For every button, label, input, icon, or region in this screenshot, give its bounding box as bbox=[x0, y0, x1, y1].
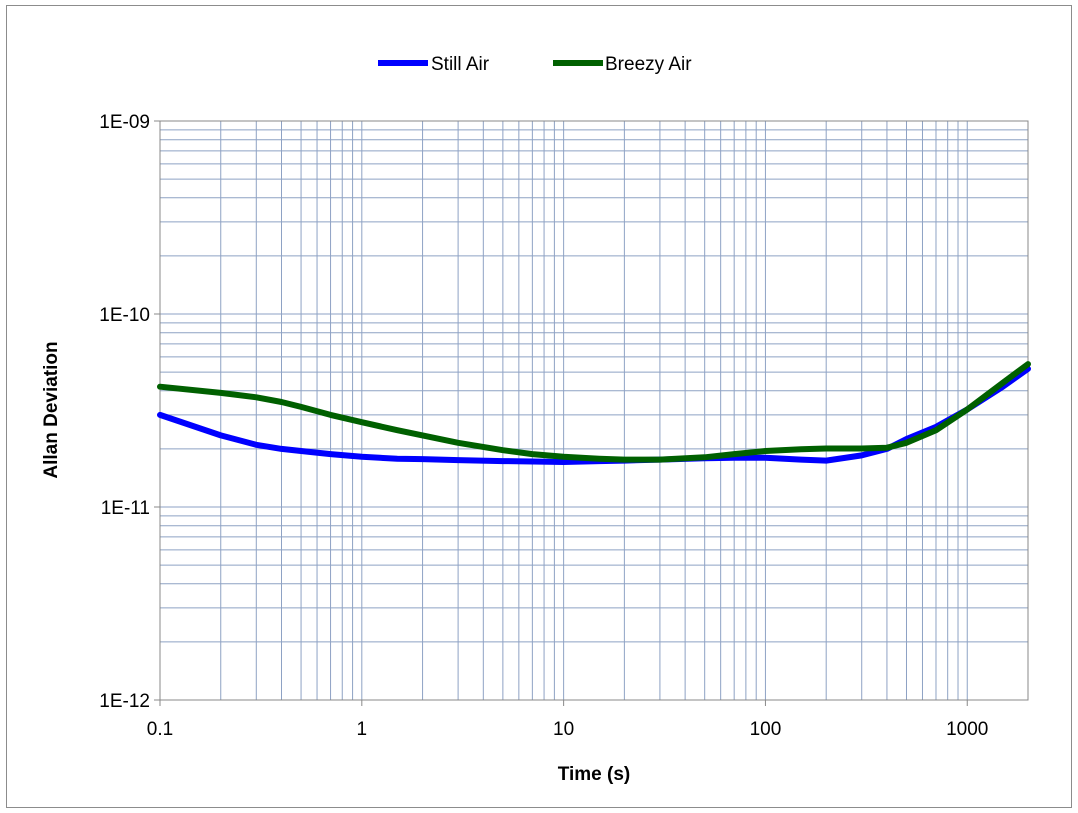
y-tick-label: 1E-10 bbox=[99, 305, 150, 326]
chart-area bbox=[6, 5, 1072, 808]
legend: Still Air Breezy Air bbox=[378, 54, 692, 75]
legend-label-still-air: Still Air bbox=[431, 54, 490, 75]
y-tick-label: 1E-11 bbox=[101, 498, 150, 519]
x-tick-label: 100 bbox=[750, 719, 782, 740]
series-line-breezy-air bbox=[157, 361, 1031, 463]
y-axis-title: Allan Deviation bbox=[41, 341, 62, 478]
tick-labels: 0.1 1 10 100 1000 1E-12 1E-11 1E-10 1E-09 bbox=[99, 112, 988, 740]
y-tick-label: 1E-12 bbox=[99, 691, 150, 712]
x-tick-label: 0.1 bbox=[147, 719, 173, 740]
plot-area-border bbox=[159, 120, 1029, 701]
x-tick-label: 10 bbox=[553, 719, 574, 740]
grid-lines bbox=[159, 120, 1029, 701]
legend-label-breezy-air: Breezy Air bbox=[605, 54, 692, 75]
x-axis-title: Time (s) bbox=[558, 764, 631, 785]
y-tick-label: 1E-09 bbox=[99, 112, 150, 133]
x-tick-label: 1 bbox=[357, 719, 368, 740]
x-tick-label: 1000 bbox=[946, 719, 988, 740]
series-lines bbox=[157, 361, 1031, 465]
